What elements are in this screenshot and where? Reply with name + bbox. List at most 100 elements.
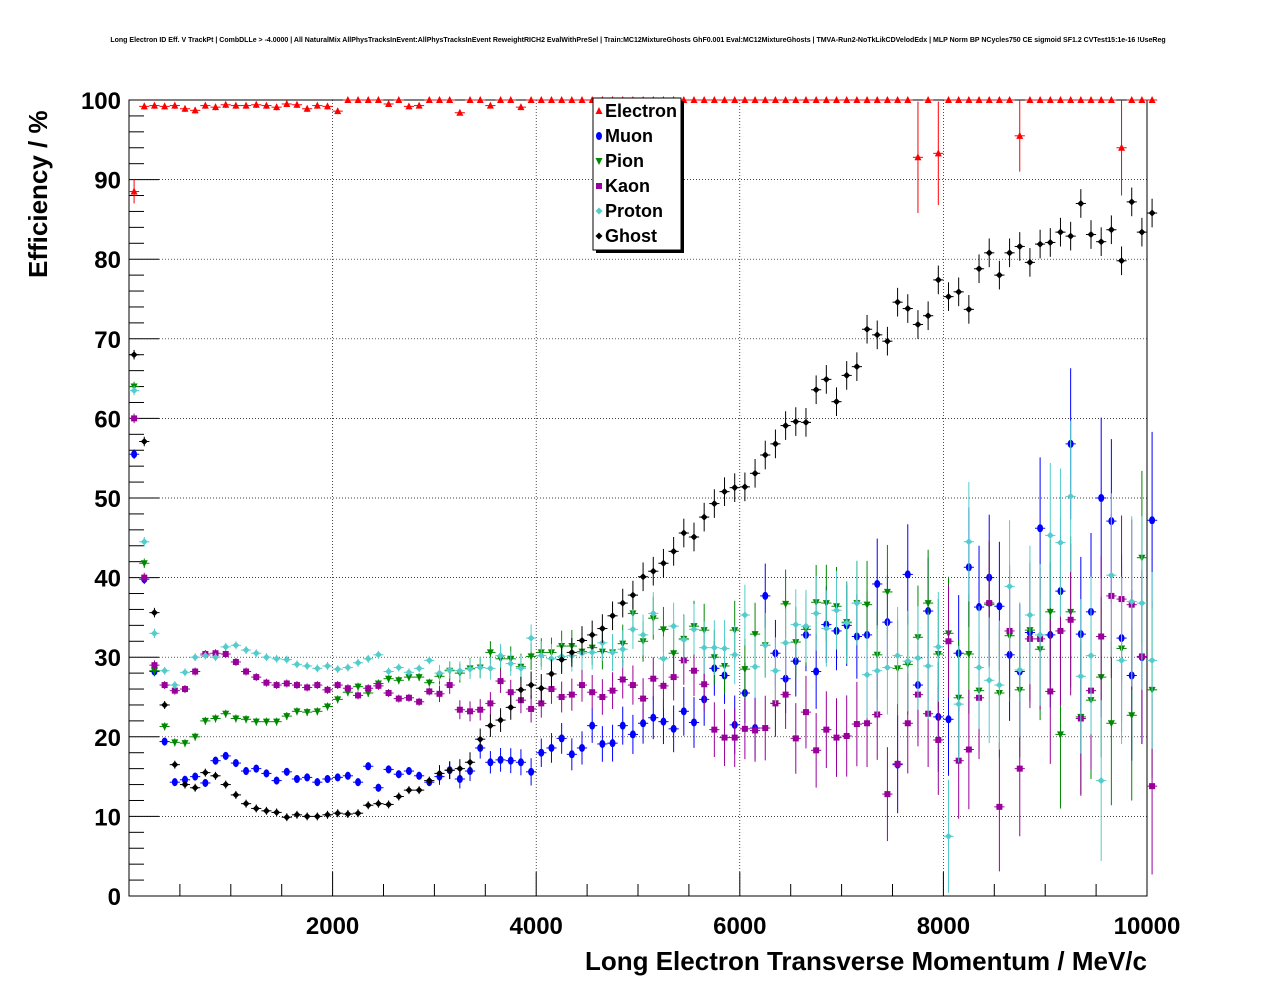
electron-point [1097,96,1105,103]
kaon-point [782,691,789,698]
kaon-point [263,679,270,686]
pion-point [924,600,932,608]
electron-point [262,101,270,109]
proton-point [181,668,189,676]
x-tick-label: 8000 [917,913,970,940]
ghost-point [771,440,779,448]
kaon-point [711,726,718,733]
kaon-point [467,708,474,715]
ghost-point [201,769,209,777]
kaon-point [273,682,280,689]
legend-marker-electron [595,107,603,114]
y-axis-title: Efficiency / % [23,110,53,278]
kaon-point [813,747,820,754]
ghost-point [1026,258,1034,266]
legend-label-kaon: Kaon [605,176,650,196]
electron-point [995,96,1003,103]
ghost-point [894,298,902,306]
ghost-point [639,573,647,581]
kaon-point [1149,783,1156,790]
kaon-point [222,651,229,658]
pion-point [415,674,423,682]
electron-point [863,96,871,103]
pion-point [1046,608,1054,616]
proton-point [965,538,973,546]
ghost-point [741,483,749,491]
proton-point [201,652,209,660]
ghost-point [1036,240,1044,248]
electron-point [507,96,515,103]
electron-point [303,104,311,112]
kaon-point [355,692,362,699]
proton-point [741,611,749,619]
ghost-point [619,599,627,607]
proton-point [985,676,993,684]
kaon-point [853,721,860,728]
proton-point [303,662,311,670]
ghost-point [547,670,555,678]
kaon-point [792,735,799,742]
ghost-point [242,800,250,808]
electron-point [1026,96,1034,103]
proton-point [934,643,942,651]
kaon-point [1067,616,1074,623]
muon-point [996,602,1003,611]
pion-point [395,677,403,685]
proton-point [761,641,769,649]
series-ghost [129,187,1158,822]
muon-point [874,579,881,588]
kaon-point [538,700,545,707]
proton-point [710,644,718,652]
electron-point [486,101,494,109]
kaon-point [181,686,188,693]
kaon-point [161,682,168,689]
muon-point [640,719,647,728]
kaon-point [558,694,565,700]
kaon-point [497,678,504,685]
legend-label-ghost: Ghost [605,226,657,246]
electron-point [497,96,505,103]
y-tick-label: 100 [81,88,121,115]
pion-point [283,713,291,721]
proton-point [1097,777,1105,785]
ghost-point [659,559,667,567]
kaon-point [986,600,993,607]
kaon-point [232,658,239,665]
kaon-point [660,682,667,689]
x-tick-label: 4000 [510,913,563,940]
kaon-point [151,662,158,669]
series-proton [129,385,1158,893]
ghost-point [833,398,841,406]
ghost-point [1148,209,1156,217]
pion-point [1107,720,1115,728]
muon-point [171,778,178,787]
electron-point [1077,96,1085,103]
electron-point [904,96,912,103]
electron-point [1118,143,1126,151]
ghost-point [140,437,148,445]
electron-point [395,96,403,103]
proton-point [527,634,535,642]
electron-point [334,107,342,115]
electron-point [965,96,973,103]
proton-point [721,644,729,652]
y-tick-label: 40 [94,566,121,593]
kaon-point [1057,627,1064,634]
proton-point [140,538,148,546]
x-tick-label: 6000 [713,913,766,940]
ghost-point [415,786,423,794]
ghost-point [1046,238,1054,246]
tick-labels: 2000 4000 6000 8000 10000 0 10 20 30 40 50 60 70 80 90… [81,88,1180,940]
muon-point [263,769,270,778]
proton-point [863,671,871,679]
ghost-point [435,769,443,777]
electron-point [873,96,881,103]
kaon-point [650,675,657,682]
electron-point [435,96,443,103]
proton-point [130,387,138,395]
ghost-point [1006,249,1014,257]
proton-point [1148,656,1156,664]
pion-point [334,696,342,704]
muon-point [609,739,616,748]
plot-title: Long Electron ID Eff. V TrackPt | CombDL… [110,37,1165,44]
